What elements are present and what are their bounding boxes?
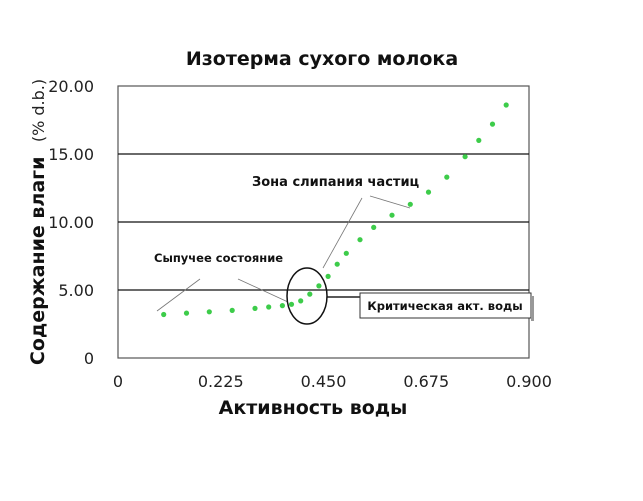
- data-point: [229, 307, 235, 313]
- data-point: [279, 303, 285, 309]
- data-point: [206, 309, 212, 315]
- series-points: [161, 102, 509, 318]
- data-point: [298, 298, 304, 304]
- x-tick-label: 0.900: [506, 372, 552, 391]
- data-point: [389, 212, 395, 218]
- y-tick-label: 15.00: [48, 145, 94, 164]
- annotation-leader-free-flowing-2: [237, 278, 289, 303]
- data-point: [489, 121, 496, 127]
- x-tick-label: 0.675: [403, 372, 449, 391]
- annotation-leader-sticky-1: [322, 197, 363, 269]
- annotation-critical-aw: Критическая акт. воды: [367, 299, 522, 313]
- data-point: [407, 201, 413, 207]
- data-point: [334, 261, 340, 267]
- svg-text:Содержание влаги (% d.b.: Содержание влаги (% d.b.): [27, 79, 49, 365]
- annotation-leader-free-flowing-1: [156, 278, 201, 312]
- data-point: [325, 273, 331, 279]
- x-tick-label: 0.450: [301, 372, 347, 391]
- chart-title: Изотерма сухого молока: [186, 48, 458, 70]
- y-tick-label: 5.00: [58, 281, 94, 300]
- data-point: [266, 304, 272, 310]
- data-point: [316, 283, 322, 289]
- data-point: [462, 154, 468, 160]
- y-tick-label: 10.00: [48, 213, 94, 232]
- data-point: [288, 301, 295, 307]
- data-point: [307, 291, 313, 297]
- data-point: [503, 102, 509, 108]
- x-axis-label: Активность воды: [219, 397, 408, 419]
- critical-zone-ellipse: [286, 267, 328, 325]
- grid-layer: [118, 153, 529, 291]
- critical-label-shadow: [531, 296, 534, 321]
- data-point: [425, 189, 432, 195]
- data-point: [371, 224, 377, 230]
- data-point: [444, 174, 450, 180]
- data-point: [357, 237, 363, 243]
- x-tick-label: 0: [113, 372, 123, 391]
- data-point: [343, 250, 349, 256]
- data-point: [252, 305, 258, 311]
- x-tick-label: 0.225: [198, 372, 244, 391]
- data-point: [183, 310, 190, 316]
- critical-label-box: [359, 292, 532, 319]
- y-tick-label: 20.00: [48, 77, 94, 96]
- y-axis-unit: (% d.b.): [29, 79, 48, 142]
- y-tick-label: 0: [84, 349, 94, 368]
- data-point: [476, 137, 482, 143]
- x-tick-labels: 0 0.225 0.450 0.675 0.900: [113, 372, 552, 391]
- annotation-leader-sticky-2: [369, 195, 411, 209]
- y-tick-labels: 0 5.00 10.00 15.00 20.00: [48, 77, 94, 368]
- annotation-sticky-zone: Зона слипания частиц: [252, 175, 420, 190]
- annotation-free-flowing: Сыпучее состояние: [154, 251, 283, 265]
- y-axis-label: Содержание влаги: [27, 157, 49, 366]
- y-axis-label-group: Содержание влаги (% d.b.): [27, 79, 49, 365]
- data-point: [161, 311, 167, 318]
